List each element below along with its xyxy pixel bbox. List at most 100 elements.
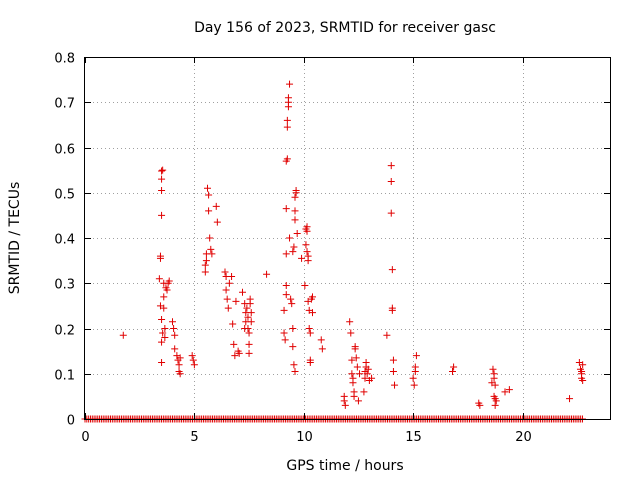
data-point <box>244 313 252 321</box>
data-point <box>348 356 356 364</box>
data-point <box>202 257 210 265</box>
data-point <box>476 401 484 409</box>
y-tick-label: 0.3 <box>54 278 75 293</box>
data-point <box>280 306 288 314</box>
data-point <box>176 354 184 362</box>
data-point <box>239 288 246 296</box>
data-point <box>175 361 183 369</box>
data-point <box>303 248 311 256</box>
data-point <box>387 177 395 185</box>
data-point <box>156 252 164 260</box>
data-point <box>293 229 301 237</box>
data-point <box>158 338 166 346</box>
data-point <box>348 370 356 378</box>
data-point <box>208 250 216 258</box>
y-tick-label: 0.1 <box>54 369 75 384</box>
x-tick-label: 5 <box>190 430 198 445</box>
data-point <box>290 361 298 369</box>
plot-frame <box>84 57 611 420</box>
data-point <box>302 241 310 249</box>
data-point <box>201 268 209 276</box>
data-point <box>283 123 291 131</box>
data-point <box>158 358 166 366</box>
data-point <box>290 243 298 251</box>
data-point <box>360 388 368 396</box>
data-point <box>243 304 251 312</box>
data-point <box>450 363 458 371</box>
data-point <box>341 401 349 409</box>
x-tick-label: 0 <box>81 430 89 445</box>
data-point <box>244 325 252 332</box>
data-point <box>223 295 231 303</box>
x-tick-labels: 0 5 10 15 20 <box>81 430 531 445</box>
data-point <box>230 340 238 348</box>
data-point <box>245 340 253 348</box>
data-point <box>363 370 371 378</box>
data-point <box>247 318 255 326</box>
data-point <box>387 209 395 217</box>
data-point <box>490 374 498 382</box>
data-point <box>222 286 230 294</box>
data-point <box>289 248 297 256</box>
data-point <box>169 318 176 326</box>
data-point <box>306 358 314 366</box>
data-point <box>305 325 313 332</box>
axis-ticks <box>85 57 610 420</box>
data-point <box>235 349 243 357</box>
x-tick-label: 10 <box>296 430 313 445</box>
data-point <box>212 202 220 210</box>
y-tick-label: 0.8 <box>54 52 75 67</box>
data-point <box>388 266 396 274</box>
data-point <box>263 270 271 278</box>
data-point <box>309 293 316 301</box>
data-point <box>161 325 169 332</box>
data-point <box>303 227 311 235</box>
data-point <box>301 282 309 290</box>
data-point <box>350 392 358 400</box>
y-tick-label: 0.5 <box>54 188 75 203</box>
data-point <box>361 374 369 382</box>
y-tick-label: 0.7 <box>54 97 75 112</box>
data-point <box>286 80 294 88</box>
data-point <box>362 358 370 366</box>
data-point <box>207 245 215 253</box>
data-point <box>158 175 166 183</box>
data-point <box>189 356 197 364</box>
grid-layer <box>85 57 610 419</box>
data-point <box>389 356 397 364</box>
data-point <box>281 336 289 344</box>
data-point <box>171 331 179 339</box>
data-point <box>163 286 171 294</box>
data-point <box>389 367 397 375</box>
data-point <box>291 216 299 224</box>
data-point <box>206 234 214 242</box>
data-point <box>412 352 420 360</box>
data-point <box>289 343 297 351</box>
data-point <box>391 381 399 389</box>
data-point <box>304 252 312 260</box>
data-point <box>165 277 173 285</box>
data-point <box>410 381 418 389</box>
chart-title: Day 156 of 2023, SRMTID for receiver gas… <box>194 20 496 36</box>
data-point <box>205 191 213 199</box>
y-tick-label: 0.2 <box>54 324 75 339</box>
y-axis-label: SRMTID / TECUs <box>7 182 23 295</box>
data-point <box>158 315 166 323</box>
data-point <box>291 207 299 215</box>
data-point <box>228 272 236 280</box>
data-point <box>292 189 300 197</box>
data-point <box>353 363 361 371</box>
data-point <box>489 365 497 373</box>
data-point <box>247 309 255 317</box>
data-point <box>346 318 354 326</box>
data-point <box>318 345 326 353</box>
data-point <box>501 388 509 396</box>
data-point <box>282 282 290 290</box>
data-point <box>229 320 237 328</box>
data-point <box>190 361 198 369</box>
data-point <box>213 218 221 226</box>
data-point <box>245 349 253 357</box>
data-point <box>119 331 127 339</box>
data-points <box>81 80 587 423</box>
